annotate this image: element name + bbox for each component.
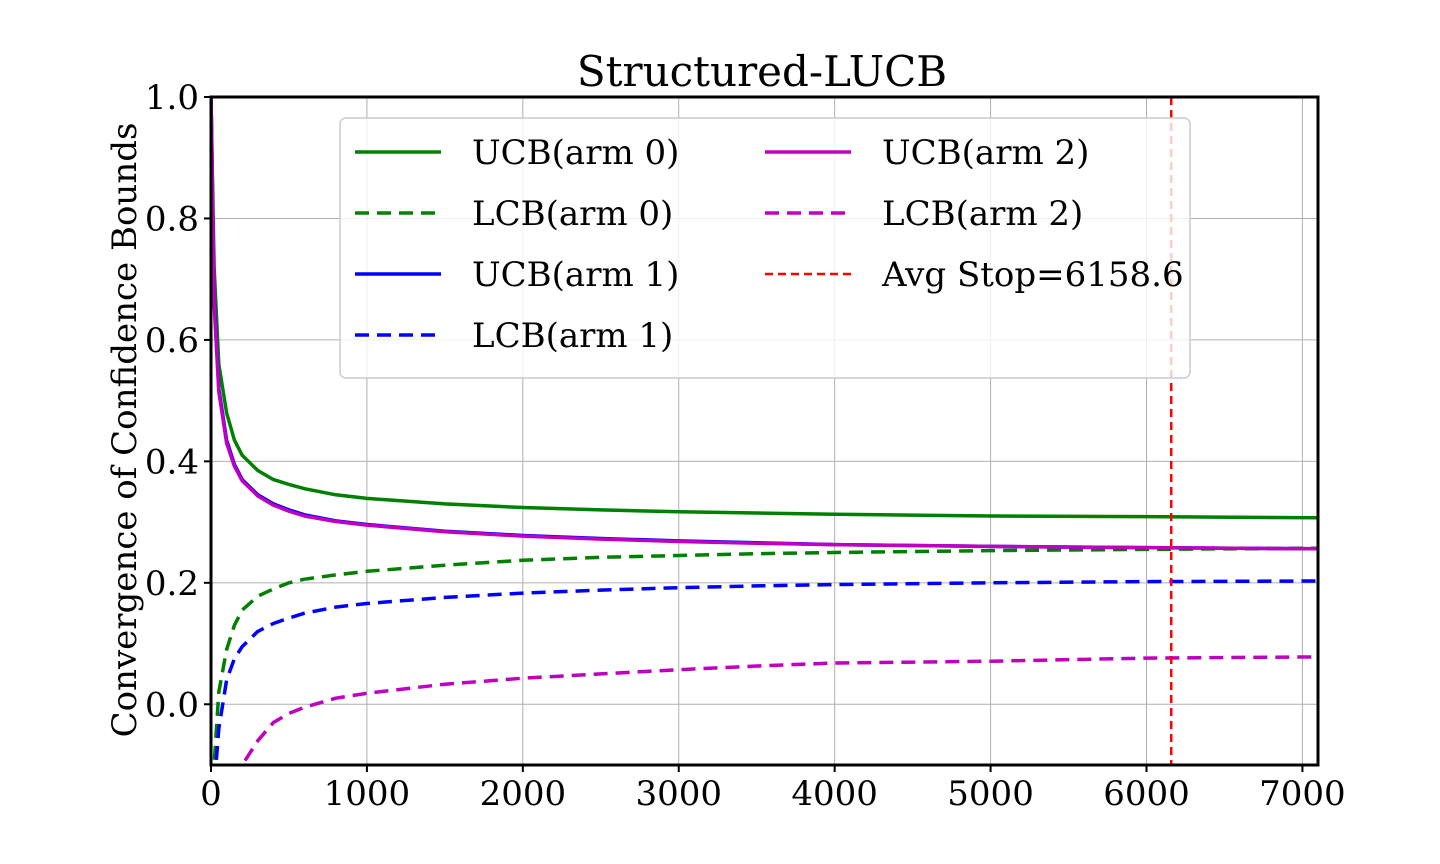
x-tick-label: 0 [200, 774, 222, 814]
x-tick-label: 3000 [635, 774, 722, 814]
legend-box [339, 117, 1191, 379]
y-tick-label: 0.4 [145, 442, 199, 482]
legend: UCB(arm 0) LCB(arm 0) UCB(arm 1) LCB(arm 1)… [339, 117, 1191, 379]
legend-label-5: LCB(arm 2) [882, 194, 1083, 234]
legend-label-6: Avg Stop=6158.6 [881, 255, 1184, 295]
legend-label-4: UCB(arm 2) [882, 133, 1089, 173]
x-tick-label: 2000 [480, 774, 567, 814]
legend-label-3: LCB(arm 1) [472, 316, 673, 356]
y-tick-label: 0.0 [145, 685, 199, 725]
x-tick-label: 4000 [791, 774, 878, 814]
chart-title: Structured-LUCB [577, 47, 947, 96]
legend-label-1: LCB(arm 0) [472, 194, 673, 234]
x-tick-label: 5000 [947, 774, 1034, 814]
y-axis-ticks: 0.0 0.2 0.4 0.6 0.8 1.0 [145, 78, 211, 725]
x-tick-label: 6000 [1103, 774, 1190, 814]
series-line-4 [211, 97, 1318, 551]
series-line-3 [214, 579, 1318, 765]
series-line-5 [240, 655, 1318, 765]
legend-label-0: UCB(arm 0) [472, 133, 679, 173]
legend-label-2: UCB(arm 1) [472, 255, 679, 295]
series-layer [211, 97, 1318, 765]
x-tick-label: 7000 [1259, 774, 1346, 814]
x-tick-label: 1000 [324, 774, 411, 814]
y-tick-label: 0.2 [145, 564, 199, 604]
plot-frame [209, 95, 1320, 767]
y-tick-label: 0.8 [145, 199, 199, 239]
y-axis-label: Convergence of Confidence Bounds [105, 123, 145, 738]
x-axis-ticks: 0 1000 2000 3000 4000 5000 6000 7000 [200, 765, 1346, 814]
y-tick-label: 0.6 [145, 321, 199, 361]
series-line-1 [212, 546, 1318, 765]
y-tick-label: 1.0 [145, 78, 199, 118]
series-line-0 [211, 97, 1318, 520]
